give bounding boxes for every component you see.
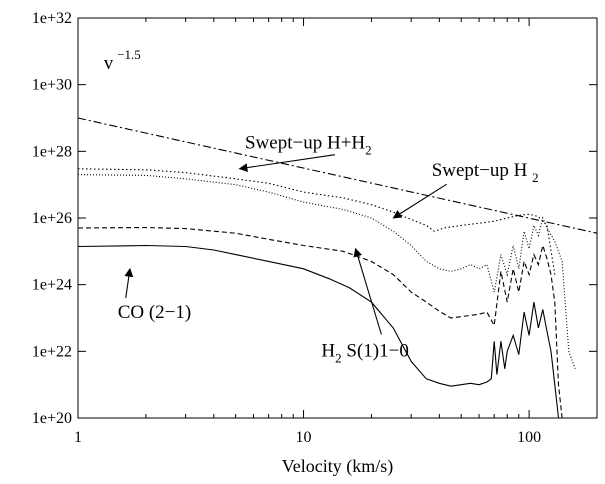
y-tick-label: 1e+24 — [32, 277, 72, 294]
annotation-label: v −1.5 — [104, 47, 141, 74]
annotation-label: CO (2−1) — [118, 302, 192, 323]
y-axis-ticks: 1e+20 1e+22 1e+24 1e+26 1e+28 1e+30 1e+32 — [32, 10, 597, 427]
annotation-subscript: 2 — [335, 350, 342, 365]
annotation-main-text: v — [104, 53, 114, 74]
annotation-main-text: CO (2−1) — [118, 302, 192, 323]
series-line-swept_h2 — [77, 174, 576, 369]
annotation-superscript: −1.5 — [117, 47, 141, 62]
y-tick-label: 1e+28 — [32, 143, 72, 160]
annotation-label: Swept−up H+H2 — [245, 133, 372, 158]
annotation-arrow — [238, 154, 336, 172]
annotation-subscript: 2 — [365, 143, 372, 158]
plot-frame — [77, 17, 598, 419]
annotation-main-text: Swept−up H — [432, 160, 532, 181]
series-line-swept_total — [77, 168, 556, 275]
x-axis-ticks: 1 10 100 — [74, 18, 598, 446]
annotation-main-text: Swept−up H+H — [245, 133, 365, 154]
annotation-label: Swept−up H 2 — [432, 160, 539, 185]
annotation-arrow — [392, 183, 448, 219]
annotation-label: H2 S(1)1−0 — [321, 340, 408, 365]
x-axis-title: Velocity (km/s) — [282, 456, 393, 477]
annotation-tail-text: S(1)1−0 — [342, 340, 409, 361]
annotation-subscript: 2 — [532, 170, 539, 185]
x-tick-label: 10 — [296, 429, 312, 446]
y-tick-label: 1e+30 — [32, 77, 72, 94]
x-tick-label: 100 — [517, 429, 541, 446]
series-line-h2s1 — [77, 244, 560, 419]
x-tick-label: 1 — [74, 429, 82, 446]
y-tick-label: 1e+26 — [32, 210, 72, 227]
y-tick-label: 1e+20 — [32, 410, 72, 427]
y-tick-label: 1e+32 — [32, 10, 72, 27]
series-line-powerlaw — [77, 117, 598, 234]
annotation-arrow — [124, 267, 134, 299]
y-tick-label: 1e+22 — [32, 343, 72, 360]
annotation-main-text: H — [321, 340, 335, 361]
series-layer — [77, 117, 598, 419]
annotation-arrow — [353, 247, 382, 335]
series-line-co21 — [77, 226, 563, 419]
